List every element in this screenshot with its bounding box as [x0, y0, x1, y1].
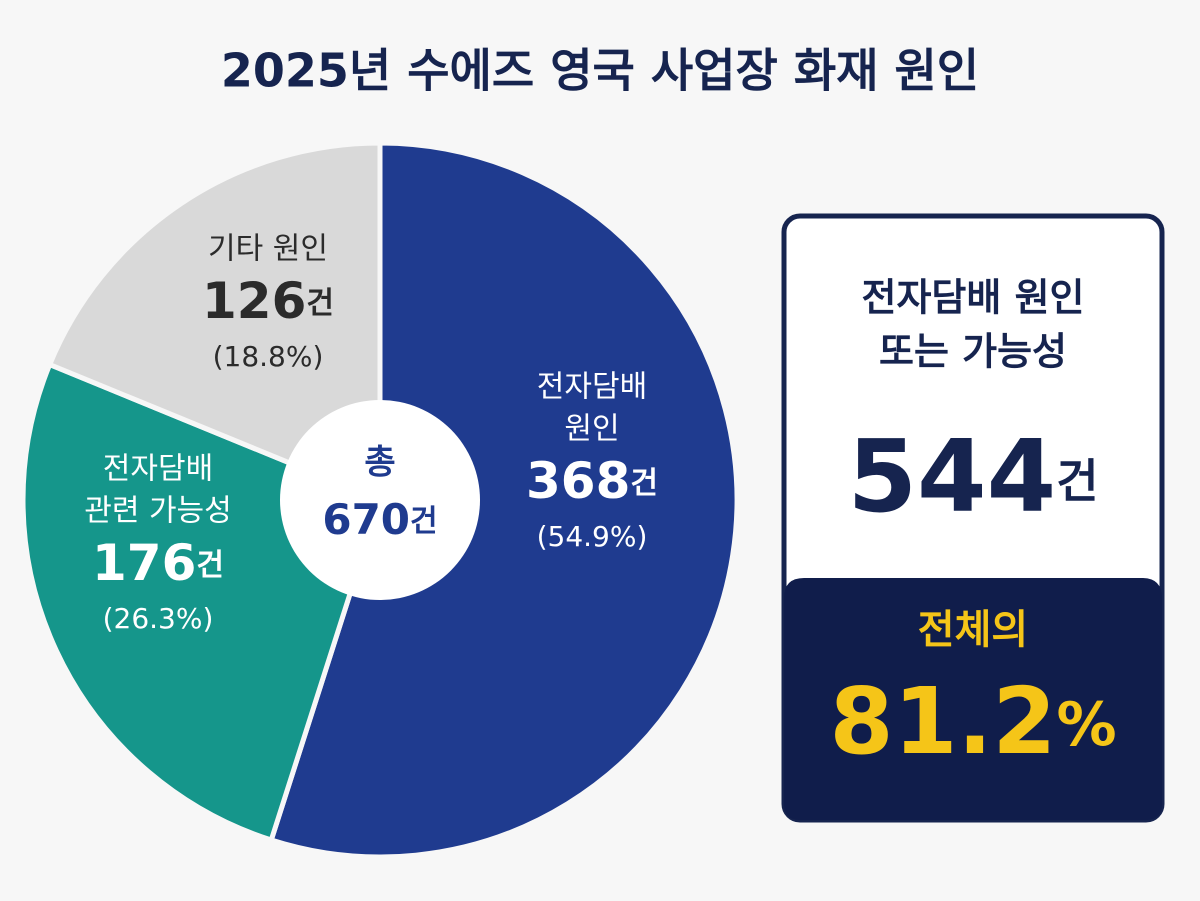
callout-share-number: 81.2: [829, 668, 1056, 775]
slice-value-unit: 건: [196, 548, 224, 583]
callout-title: 전자담배 원인: [862, 276, 1085, 320]
slice-value-number: 176: [92, 534, 196, 592]
callout-highlight: [784, 578, 1162, 820]
slice-value-number: 126: [202, 272, 306, 330]
pie-slice: [268, 140, 740, 860]
center-total: 670건: [322, 495, 437, 544]
slice-share: (54.9%): [537, 520, 648, 553]
slice-value-unit: 건: [306, 286, 334, 321]
slice-share: (26.3%): [103, 602, 214, 635]
slice-value: 176건: [92, 534, 224, 592]
pie-slice: [46, 140, 383, 504]
slice-name: 기타 원인: [208, 232, 328, 267]
slice-name: 전자담배: [537, 370, 647, 405]
slice-name: 원인: [564, 412, 619, 447]
slice-name: 관련 가능성: [84, 494, 232, 529]
slice-share: (18.8%): [213, 340, 324, 373]
callout-value-number: 544: [847, 418, 1056, 535]
slice-value: 126건: [202, 272, 334, 330]
callout-title: 또는 가능성: [879, 330, 1067, 374]
total-value: 670: [322, 495, 410, 544]
callout-share: 81.2%: [829, 668, 1116, 775]
slice-value-number: 368: [526, 452, 630, 510]
center-hole: [280, 400, 480, 600]
chart-title: 2025년 수에즈 영국 사업장 화재 원인: [221, 44, 979, 98]
total-unit: 건: [410, 504, 438, 539]
slice-name: 전자담배: [103, 452, 213, 487]
center-label: 총: [364, 443, 395, 483]
callout-share-label: 전체의: [918, 607, 1028, 653]
callout-share-unit: %: [1056, 690, 1116, 760]
callout-value-unit: 건: [1056, 454, 1098, 508]
slice-value: 368건: [526, 452, 658, 510]
slice-value-unit: 건: [630, 466, 658, 501]
callout-value: 544건: [847, 418, 1098, 535]
